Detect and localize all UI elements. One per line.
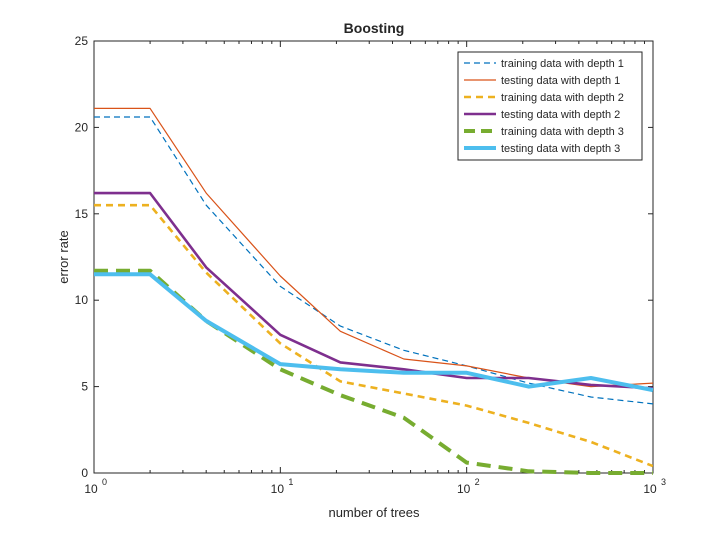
- x-axis-label: number of trees: [328, 505, 420, 520]
- y-axis-label: error rate: [56, 230, 71, 283]
- x-tick-exponent: 0: [102, 477, 107, 487]
- y-tick-label: 20: [75, 120, 89, 134]
- y-tick-label: 10: [75, 293, 89, 307]
- x-tick-label: 10: [643, 482, 657, 496]
- x-tick-label: 10: [271, 482, 285, 496]
- y-tick-label: 25: [75, 34, 89, 48]
- legend-label: training data with depth 3: [501, 126, 624, 138]
- legend-label: testing data with depth 3: [501, 143, 620, 155]
- x-tick-label: 10: [84, 482, 98, 496]
- series-line: [94, 116, 653, 405]
- legend-box: [457, 51, 643, 161]
- series-group: [94, 107, 653, 475]
- legend: training data with depth 1 testing data w…: [457, 51, 643, 161]
- x-tick-exponent: 2: [475, 477, 480, 487]
- x-tick-label: 10: [457, 482, 471, 496]
- y-tick-label: 15: [75, 207, 89, 221]
- y-tick-label: 5: [81, 380, 88, 394]
- series-line: [94, 203, 653, 468]
- x-tick-exponent: 1: [288, 477, 293, 487]
- x-tick-exponent: 3: [661, 477, 666, 487]
- legend-label: testing data with depth 1: [501, 75, 620, 87]
- chart-title: Boosting: [344, 20, 405, 36]
- y-tick-label: 0: [81, 466, 88, 480]
- legend-label: training data with depth 2: [501, 92, 624, 104]
- legend-label: testing data with depth 2: [501, 109, 620, 121]
- series-line: [94, 272, 653, 393]
- legend-label: training data with depth 1: [501, 58, 624, 70]
